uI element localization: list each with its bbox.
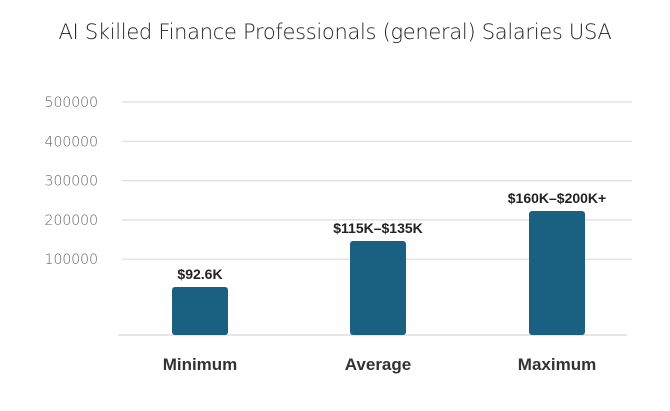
bar	[350, 241, 406, 335]
x-tick-label: Minimum	[163, 355, 238, 374]
y-tick-label: 500000	[45, 95, 98, 111]
y-tick-label: 300000	[45, 174, 98, 190]
bar	[529, 211, 585, 335]
y-tick-label: 400000	[45, 134, 98, 150]
y-tick-label: 200000	[45, 213, 98, 229]
bar	[172, 287, 228, 335]
x-tick-label: Average	[345, 355, 411, 374]
data-label: $92.6K	[177, 266, 222, 282]
y-tick-label: 100000	[45, 252, 98, 268]
x-tick-label: Maximum	[518, 355, 596, 374]
data-label: $160K–$200K+	[508, 190, 606, 206]
data-label: $115K–$135K	[333, 220, 423, 236]
chart-title: AI Skilled Finance Professionals (genera…	[58, 20, 612, 44]
